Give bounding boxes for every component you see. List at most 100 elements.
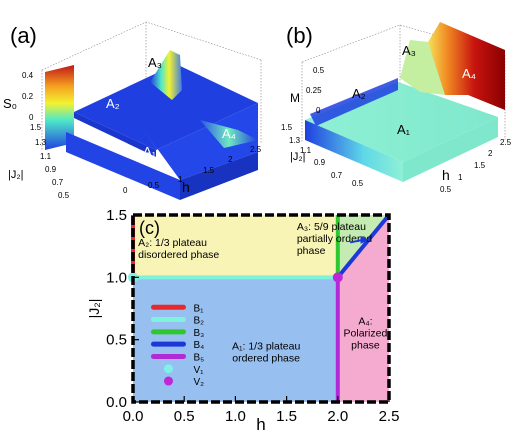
panel-b-xlabel: h xyxy=(442,167,450,183)
panel-b-label: (b) xyxy=(286,23,313,48)
point-v2 xyxy=(332,272,343,283)
region-labels: A₁: 1/3 plateau ordered phase A₂: 1/3 plat… xyxy=(138,221,387,365)
panel-b-ztick: 0.5 xyxy=(313,66,325,75)
panel-a-front-slab xyxy=(66,132,180,200)
panel-a-label: (a) xyxy=(10,23,37,48)
panel-b-zlabel: M xyxy=(290,91,300,105)
panel-b-jtick: 1.1 xyxy=(300,146,312,155)
panel-b-jtick: 1.5 xyxy=(281,123,293,132)
region-a2 xyxy=(133,215,338,278)
panel-a-htick: 0.5 xyxy=(148,181,160,190)
x-tick-label: 2.5 xyxy=(379,408,400,425)
panel-a-ztick: 0.4 xyxy=(22,71,34,80)
panel-a: (a) 0.4 0.2 0 S₀ 1.5 1.3 xyxy=(3,21,262,200)
panel-a-region-a3: A₃ xyxy=(148,55,162,70)
x-tick-label: 0.5 xyxy=(174,408,195,425)
y-tick-label: 1.5 xyxy=(106,207,127,224)
panel-b-region-a1: A₁ xyxy=(397,122,411,137)
panel-a-region-labels: A₁ A₂ A₃ A₄ xyxy=(106,55,236,159)
panel-b-htick: 2 xyxy=(488,149,493,158)
legend-label-b3: B₃ xyxy=(193,328,204,339)
x-axis-label: h xyxy=(256,415,265,431)
panel-b-ztick: 0 xyxy=(316,106,321,115)
panel-a-jtick: 0.7 xyxy=(52,178,64,187)
panel-b-front-side xyxy=(403,117,498,182)
panel-a-box xyxy=(41,21,262,150)
x-tick-label: 1.5 xyxy=(276,408,297,425)
x-tick-label: 2.0 xyxy=(327,408,348,425)
region-a4 xyxy=(337,215,389,402)
panel-a-jtick: 0.5 xyxy=(58,191,70,200)
region-label-a4: A₄: Polarized phase xyxy=(344,316,388,352)
region-label-a2: A₂: 1/3 plateau disordered phase xyxy=(138,237,219,261)
panel-b-front-wall xyxy=(305,120,403,182)
panel-a-htick: 0 xyxy=(123,186,128,195)
panel-c-label: (c) xyxy=(139,218,160,238)
legend-label-b5: B₅ xyxy=(193,352,204,363)
panel-a-ztick: 0.2 xyxy=(22,92,34,101)
panel-b-htick: 1.5 xyxy=(474,161,486,170)
y-ticks: 0.0 0.5 1.0 1.5 xyxy=(106,207,139,411)
panel-b-ylabel: |J₂| xyxy=(290,151,306,163)
x-tick-label: 1.0 xyxy=(225,408,246,425)
panel-b-jtick: 0.7 xyxy=(331,171,343,180)
panel-b-htick: 2.5 xyxy=(500,138,512,147)
x-tick-label: 0.0 xyxy=(123,408,144,425)
panel-b-zticks: 0.5 0.25 0 xyxy=(306,66,325,115)
panel-a-htick: 2 xyxy=(228,155,233,164)
panel-b-surface xyxy=(305,22,505,182)
annotation-arrow xyxy=(349,238,363,244)
region-label-a3: A₃: 5/9 plateau partially ordered phase xyxy=(297,221,372,257)
panel-b-back-edge xyxy=(310,78,398,126)
plot-frame xyxy=(131,213,391,404)
panel-b-jticks: 1.5 1.3 1.1 0.9 0.7 0.5 xyxy=(281,123,364,188)
annotation-arrowhead xyxy=(360,235,369,244)
legend-label-v2: V₂ xyxy=(193,377,204,388)
panel-b-jtick: 0.9 xyxy=(314,158,326,167)
panel-a-rainbow-wall xyxy=(45,65,74,150)
phase-regions xyxy=(133,215,389,402)
panel-a-ztick: 0 xyxy=(29,113,34,122)
panel-a-ridge-a3 xyxy=(150,50,182,100)
legend-label-b4: B₄ xyxy=(193,340,204,351)
panel-a-ylabel: |J₂| xyxy=(8,169,24,181)
panel-a-region-a4: A₄ xyxy=(222,126,236,141)
legend-swatch-v1 xyxy=(163,364,173,374)
panel-a-jticks: 1.5 1.3 1.1 0.9 0.7 0.5 xyxy=(30,123,70,200)
panel-b-region-a2: A₂ xyxy=(352,86,366,101)
panel-a-hticks: 0 0.5 1 1.5 2 2.5 xyxy=(123,145,262,195)
panel-b-region-a4: A₄ xyxy=(462,66,476,81)
panel-a-jtick: 1.1 xyxy=(40,152,52,161)
legend-swatch-v2 xyxy=(163,376,173,386)
panel-b-ztick: 0.25 xyxy=(306,86,322,95)
panel-b-jtick: 0.5 xyxy=(352,179,364,188)
y-tick-label: 0.0 xyxy=(106,394,127,411)
panel-a-zticks: 0.4 0.2 0 xyxy=(22,71,34,122)
panel-a-ridge-a4 xyxy=(200,120,258,148)
legend-label-b1: B₁ xyxy=(193,303,204,314)
panel-a-plateau-a2 xyxy=(74,64,258,150)
y-tick-label: 1.0 xyxy=(106,269,127,286)
panel-a-jtick: 1.3 xyxy=(35,138,47,147)
panel-a-region-a2: A₂ xyxy=(106,96,120,111)
panel-a-jtick: 0.9 xyxy=(45,165,57,174)
legend-label-v1: V₁ xyxy=(193,365,204,376)
y-axis-label: |J₂| xyxy=(86,299,102,319)
panel-b-plateau-a4 xyxy=(428,22,505,110)
panel-a-htick: 1 xyxy=(178,175,183,184)
panel-b-hticks: 0.5 1 1.5 2 2.5 xyxy=(440,138,512,194)
panel-a-xlabel: h xyxy=(182,179,190,195)
x-ticks: 0.0 0.5 1.0 1.5 2.0 2.5 xyxy=(123,396,400,425)
region-label-a1: A₁: 1/3 plateau ordered phase xyxy=(232,341,301,365)
panel-b-htick: 0.5 xyxy=(440,185,452,194)
panel-a-jtick: 1.5 xyxy=(30,123,42,132)
panel-a-zlabel: S₀ xyxy=(3,96,17,111)
panel-b-jtick: 1.3 xyxy=(289,136,301,145)
panel-a-plateau-a1 xyxy=(138,103,258,180)
panel-c-phase-diagram: 0.0 0.5 1.0 1.5 2.0 2.5 0.0 0.5 1.0 1.5 A₁: 1/3 … xyxy=(86,207,400,434)
panel-a-plateau-a2-edge xyxy=(74,112,156,157)
panel-a-front-slab-side xyxy=(180,152,258,200)
